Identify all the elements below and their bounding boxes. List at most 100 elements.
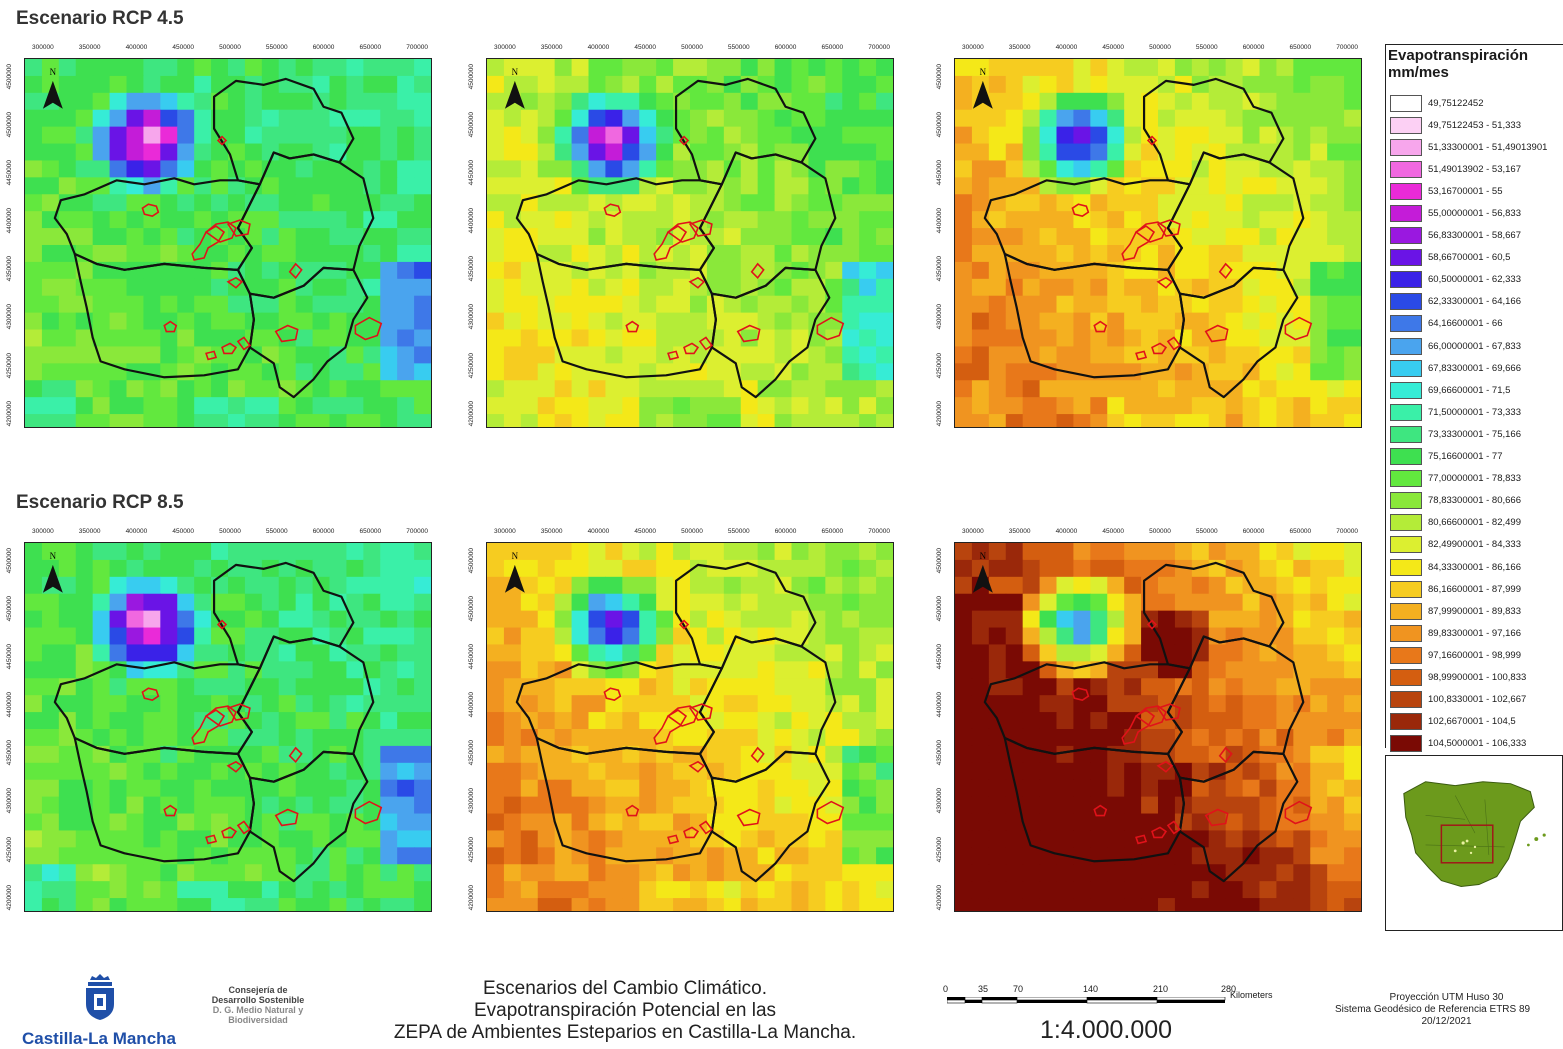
y-axis-ticks: 4500000 4500000 4450000 4400000 4350000 43000… — [468, 64, 482, 426]
zepa-area — [1156, 760, 1174, 773]
legend-item: 87,99900001 - 89,833 — [1390, 600, 1547, 622]
evapotranspiration-raster: N — [25, 59, 431, 427]
spain-shape — [1403, 781, 1535, 888]
zepa-area — [666, 221, 699, 243]
legend-swatch — [1390, 337, 1422, 355]
y-axis-ticks: 4500000 4500000 4450000 4400000 4350000 43000… — [936, 548, 950, 910]
zepa-area — [1134, 221, 1167, 243]
y-tick-label: 4300000 — [468, 788, 475, 814]
y-tick-label: 4200000 — [468, 400, 475, 426]
zepa-dots-inset — [1453, 839, 1477, 855]
legend-label: 53,16700001 - 55 — [1428, 185, 1503, 197]
zepa-area — [683, 826, 700, 839]
north-arrow-icon: N — [42, 67, 63, 109]
y-tick-label: 4200000 — [6, 884, 13, 910]
projection-line-1: Proyección UTM Huso 30 — [1389, 992, 1504, 1003]
north-label: N — [980, 67, 987, 77]
zepa-area — [288, 262, 303, 280]
zepa-area — [698, 820, 714, 835]
zepa-area — [667, 834, 680, 845]
province-boundary — [710, 750, 831, 883]
zepa-area — [1093, 320, 1108, 333]
zepa-area — [226, 219, 251, 237]
zepa-area — [226, 276, 244, 289]
x-axis-ticks: 300000 350000 400000 450000 500000 550000 6000… — [488, 528, 896, 540]
x-tick-label: 700000 — [406, 44, 428, 51]
north-arrow-icon: N — [504, 67, 525, 109]
y-tick-label: 4450000 — [468, 160, 475, 186]
zepa-area — [1284, 800, 1313, 825]
map-title-line-2: Evapotranspiración Potencial en las — [473, 1000, 777, 1021]
x-tick-label: 350000 — [1008, 44, 1031, 51]
y-tick-label: 4300000 — [6, 788, 13, 814]
legend-label: 71,50000001 - 73,333 — [1428, 406, 1521, 418]
x-tick-label: 650000 — [359, 44, 382, 51]
zepa-area — [736, 324, 761, 343]
legend-label: 55,00000001 - 56,833 — [1428, 208, 1521, 220]
legend: Evapotranspiración mm/mes 49,75122452 49,… — [1385, 44, 1563, 753]
y-tick-label: 4500000 — [936, 596, 943, 622]
x-tick-label: 400000 — [125, 44, 148, 51]
north-arrow-icon: N — [972, 551, 993, 593]
zepa-area — [750, 262, 765, 280]
x-tick-label: 600000 — [1242, 44, 1265, 51]
zepa-area — [698, 336, 714, 351]
legend-label: 60,50000001 - 62,333 — [1428, 274, 1521, 286]
y-tick-label: 4250000 — [936, 352, 943, 378]
legend-label: 56,83300001 - 58,667 — [1428, 230, 1521, 242]
x-tick-label: 300000 — [494, 528, 516, 535]
legend-label: 78,83300001 - 80,666 — [1428, 495, 1521, 507]
legend-item: 84,33300001 - 86,166 — [1390, 556, 1547, 578]
scenario-title-rcp45: Escenario RCP 4.5 — [16, 8, 184, 29]
x-tick-label: 600000 — [1242, 528, 1265, 535]
north-arrow-icon: N — [972, 67, 993, 109]
map-panel: 300000 350000 400000 450000 500000 550000 6000… — [6, 528, 434, 913]
zepa-area — [163, 320, 178, 333]
zepa-area — [1156, 703, 1181, 721]
x-tick-label: 450000 — [1102, 528, 1125, 535]
legend-item: 60,50000001 - 62,333 — [1390, 269, 1547, 291]
spain-locator-map — [1385, 755, 1563, 931]
x-tick-label: 350000 — [78, 528, 101, 535]
projection-block: Proyección UTM Huso 30 Sistema Geodésico… — [1330, 992, 1563, 1028]
x-tick-label: 700000 — [1336, 528, 1358, 535]
x-tick-label: 400000 — [1055, 44, 1078, 51]
x-tick-label: 550000 — [727, 44, 750, 51]
legend-item: 100,8330001 - 102,667 — [1390, 689, 1547, 711]
legend-label: 51,33300001 - 51,49013901 — [1428, 141, 1548, 153]
legend-swatch — [1390, 138, 1422, 156]
legend-item: 73,33300001 - 75,166 — [1390, 423, 1547, 445]
zepa-area — [163, 804, 178, 817]
legend-swatch — [1390, 227, 1422, 245]
x-tick-label: 500000 — [1149, 44, 1171, 51]
x-tick-label: 450000 — [634, 44, 657, 51]
x-tick-label: 450000 — [172, 528, 195, 535]
legend-label: 100,8330001 - 102,667 — [1428, 694, 1527, 706]
legend-item: 75,16600001 - 77 — [1390, 446, 1547, 468]
x-tick-label: 550000 — [265, 44, 288, 51]
zepa-area — [236, 336, 252, 351]
legend-item: 51,49013902 - 53,167 — [1390, 158, 1547, 180]
zepa-area — [653, 709, 688, 745]
x-tick-label: 500000 — [219, 528, 241, 535]
legend-label: 67,83300001 - 69,666 — [1428, 362, 1521, 374]
zepa-area — [1146, 619, 1158, 630]
y-tick-label: 4500000 — [936, 548, 943, 574]
scale-tick-label: 140 — [1083, 984, 1099, 994]
map-frame: N — [954, 58, 1362, 428]
legend-swatch — [1390, 249, 1422, 267]
x-tick-label: 400000 — [587, 528, 610, 535]
x-tick-label: 500000 — [681, 528, 703, 535]
legend-label: 62,33300001 - 64,166 — [1428, 296, 1521, 308]
x-tick-label: 700000 — [1336, 44, 1358, 51]
y-axis-ticks: 4500000 4500000 4450000 4400000 4350000 43000… — [468, 548, 482, 910]
zepa-area — [1166, 820, 1182, 835]
y-tick-label: 4400000 — [468, 208, 475, 234]
legend-label: 77,00000001 - 78,833 — [1428, 473, 1521, 485]
legend-item: 89,83300001 - 97,166 — [1390, 622, 1547, 644]
zepa-area — [667, 350, 680, 361]
x-tick-label: 300000 — [962, 44, 984, 51]
zepa-area — [191, 709, 226, 745]
legend-item: 82,49900001 - 84,333 — [1390, 534, 1547, 556]
y-tick-label: 4400000 — [6, 208, 13, 234]
